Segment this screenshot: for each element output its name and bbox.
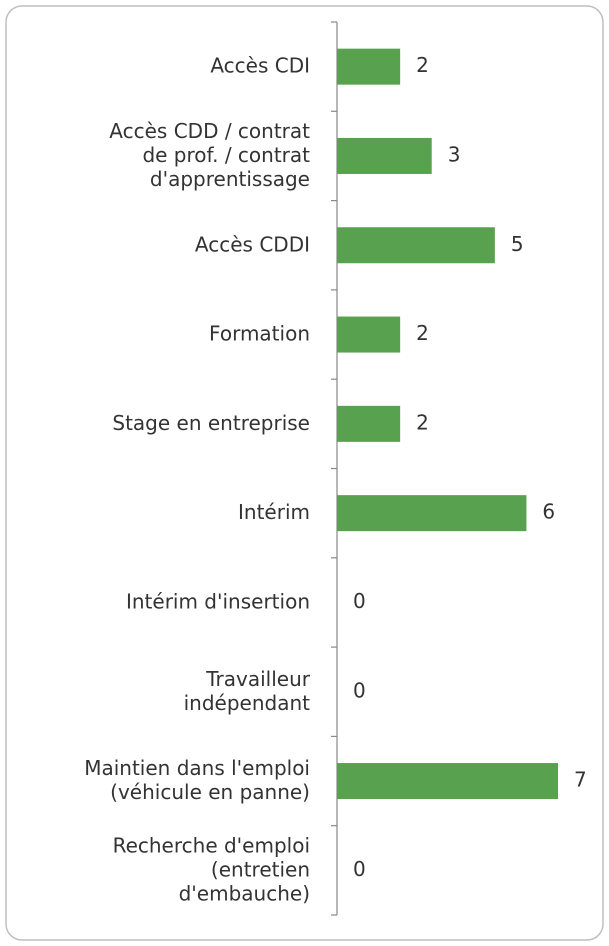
category-label: Travailleur indépendant [184, 666, 311, 714]
value-label: 6 [542, 500, 555, 524]
bar [337, 763, 558, 800]
category-label: Intérim d'insertion [126, 589, 310, 613]
category-label: Accès CDDI [195, 232, 310, 256]
bar [337, 405, 401, 442]
value-label: 3 [448, 142, 461, 166]
bar [337, 227, 495, 264]
category-label: Recherche d'emploi (entretien d'embauche) [113, 833, 310, 905]
bar [337, 137, 432, 174]
bar [337, 48, 401, 85]
category-label: Formation [209, 321, 310, 345]
value-label: 7 [574, 768, 587, 792]
category-label: Accès CDD / contrat de prof. / contrat d'a… [109, 118, 310, 190]
bar [337, 316, 401, 353]
category-label: Intérim [238, 500, 310, 524]
value-label: 5 [511, 232, 524, 256]
value-label: 0 [353, 678, 366, 702]
value-label: 2 [416, 410, 429, 434]
value-label: 2 [416, 321, 429, 345]
category-label: Accès CDI [210, 53, 310, 77]
category-label: Stage en entreprise [112, 410, 310, 434]
bar [337, 495, 527, 532]
value-label: 2 [416, 53, 429, 77]
value-label: 0 [353, 857, 366, 881]
category-label: Maintien dans l'emploi (véhicule en panne… [84, 756, 310, 804]
value-label: 0 [353, 589, 366, 613]
